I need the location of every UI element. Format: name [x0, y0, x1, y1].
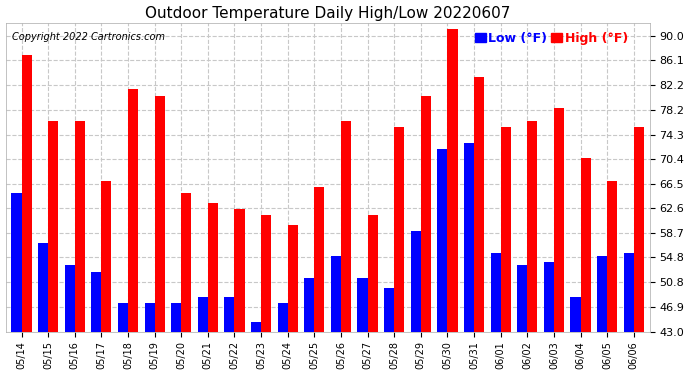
Bar	[118, 303, 128, 375]
Bar	[144, 303, 155, 375]
Bar	[527, 121, 538, 375]
Title: Outdoor Temperature Daily High/Low 20220607: Outdoor Temperature Daily High/Low 20220…	[145, 6, 511, 21]
Bar	[464, 143, 474, 375]
Bar	[12, 193, 21, 375]
Bar	[331, 256, 341, 375]
Bar	[368, 215, 377, 375]
Bar	[101, 180, 112, 375]
Bar	[357, 278, 368, 375]
Bar	[597, 256, 607, 375]
Bar	[208, 202, 218, 375]
Bar	[554, 108, 564, 375]
Bar	[38, 243, 48, 375]
Bar	[571, 297, 580, 375]
Bar	[235, 209, 244, 375]
Bar	[384, 288, 394, 375]
Bar	[277, 303, 288, 375]
Bar	[474, 76, 484, 375]
Bar	[304, 278, 315, 375]
Bar	[437, 149, 447, 375]
Bar	[21, 55, 32, 375]
Bar	[501, 127, 511, 375]
Bar	[198, 297, 208, 375]
Bar	[491, 253, 501, 375]
Bar	[518, 266, 527, 375]
Bar	[624, 253, 633, 375]
Bar	[447, 29, 457, 375]
Bar	[171, 303, 181, 375]
Bar	[181, 193, 191, 375]
Bar	[128, 89, 138, 375]
Bar	[224, 297, 235, 375]
Bar	[261, 215, 271, 375]
Bar	[544, 262, 554, 375]
Legend: Low (°F), High (°F): Low (°F), High (°F)	[472, 29, 631, 47]
Bar	[75, 121, 85, 375]
Bar	[288, 225, 298, 375]
Text: Copyright 2022 Cartronics.com: Copyright 2022 Cartronics.com	[12, 32, 165, 42]
Bar	[580, 159, 591, 375]
Bar	[155, 96, 165, 375]
Bar	[633, 127, 644, 375]
Bar	[48, 121, 58, 375]
Bar	[394, 127, 404, 375]
Bar	[411, 231, 421, 375]
Bar	[91, 272, 101, 375]
Bar	[607, 180, 618, 375]
Bar	[315, 187, 324, 375]
Bar	[251, 322, 261, 375]
Bar	[65, 266, 75, 375]
Bar	[421, 96, 431, 375]
Bar	[341, 121, 351, 375]
